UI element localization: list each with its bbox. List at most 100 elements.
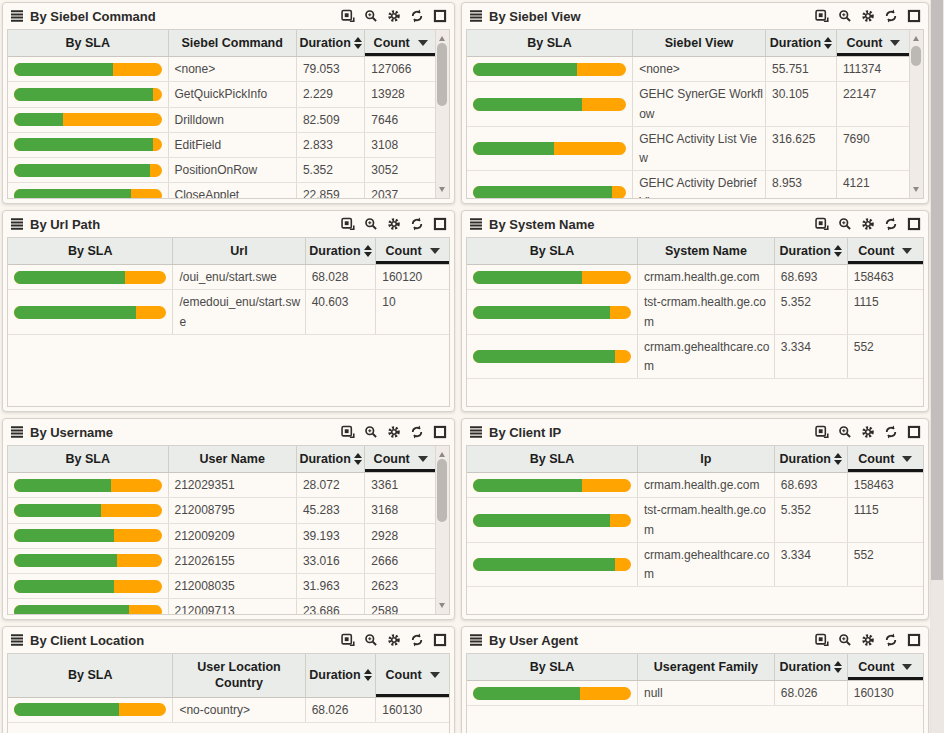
refresh-icon[interactable] xyxy=(884,217,898,231)
table-row[interactable]: PositionOnRow 5.352 3052 xyxy=(8,158,449,183)
panel-menu-icon[interactable] xyxy=(469,9,483,23)
table-row[interactable]: EditField 2.833 3108 xyxy=(8,133,449,158)
maximize-icon[interactable] xyxy=(907,9,921,23)
table-scrollbar[interactable] xyxy=(435,30,449,198)
export-image-icon[interactable] xyxy=(815,9,829,23)
column-header-count[interactable]: Count xyxy=(365,446,436,472)
column-header-sla[interactable]: By SLA xyxy=(467,238,638,264)
column-header-count[interactable]: Count xyxy=(848,238,923,264)
table-row[interactable]: crmam.health.ge.com 68.693 158463 xyxy=(467,265,923,290)
column-header-count[interactable]: Count xyxy=(848,654,923,680)
column-header-sla[interactable]: By SLA xyxy=(467,446,638,472)
gear-icon[interactable] xyxy=(387,425,401,439)
column-header-name[interactable]: User Name xyxy=(169,446,297,472)
export-image-icon[interactable] xyxy=(341,425,355,439)
column-header-sla[interactable]: By SLA xyxy=(8,654,173,697)
panel-menu-icon[interactable] xyxy=(10,425,24,439)
maximize-icon[interactable] xyxy=(433,425,447,439)
maximize-icon[interactable] xyxy=(907,425,921,439)
column-header-name[interactable]: Siebel Command xyxy=(169,30,297,56)
table-row[interactable]: crmam.gehealthcare.com 3.334 552 xyxy=(467,335,923,379)
table-row[interactable]: GetQuickPickInfo 2.229 13928 xyxy=(8,82,449,107)
column-header-count[interactable]: Count xyxy=(376,654,449,697)
refresh-icon[interactable] xyxy=(410,425,424,439)
table-row[interactable]: 212009713 23.686 2589 xyxy=(8,599,449,615)
panel-menu-icon[interactable] xyxy=(469,633,483,647)
gear-icon[interactable] xyxy=(861,425,875,439)
scroll-up-icon[interactable] xyxy=(439,452,445,457)
table-row[interactable]: <none> 55.751 111374 xyxy=(467,57,923,82)
scroll-down-icon[interactable] xyxy=(913,187,919,192)
column-header-name[interactable]: User Location Country xyxy=(173,654,305,697)
maximize-icon[interactable] xyxy=(433,9,447,23)
table-scrollbar-thumb[interactable] xyxy=(437,43,447,106)
column-header-count[interactable]: Count xyxy=(376,238,449,264)
table-row[interactable]: CloseApplet 22.859 2037 xyxy=(8,183,449,199)
page-scrollbar-thumb[interactable] xyxy=(931,0,943,580)
scroll-up-icon[interactable] xyxy=(913,36,919,41)
export-image-icon[interactable] xyxy=(815,425,829,439)
maximize-icon[interactable] xyxy=(433,633,447,647)
column-header-duration[interactable]: Duration xyxy=(775,654,848,680)
scroll-down-icon[interactable] xyxy=(439,603,445,608)
column-header-sla[interactable]: By SLA xyxy=(8,238,173,264)
column-header-sla[interactable]: By SLA xyxy=(8,30,169,56)
column-header-sla[interactable]: By SLA xyxy=(8,446,169,472)
gear-icon[interactable] xyxy=(861,633,875,647)
zoom-icon[interactable] xyxy=(364,217,378,231)
page-scrollbar[interactable] xyxy=(930,0,944,733)
column-header-duration[interactable]: Duration xyxy=(775,446,848,472)
column-header-duration[interactable]: Duration xyxy=(297,446,365,472)
table-row[interactable]: tst-crmam.health.ge.com 5.352 1115 xyxy=(467,498,923,542)
maximize-icon[interactable] xyxy=(433,217,447,231)
export-image-icon[interactable] xyxy=(341,217,355,231)
table-row[interactable]: GEHC SynerGE Workflow 30.105 22147 xyxy=(467,82,923,126)
table-row[interactable]: 212009209 39.193 2928 xyxy=(8,524,449,549)
panel-menu-icon[interactable] xyxy=(469,425,483,439)
column-header-name[interactable]: Url xyxy=(173,238,305,264)
table-row[interactable]: <none> 79.053 127066 xyxy=(8,57,449,82)
maximize-icon[interactable] xyxy=(907,633,921,647)
panel-menu-icon[interactable] xyxy=(10,633,24,647)
export-image-icon[interactable] xyxy=(815,633,829,647)
scroll-down-icon[interactable] xyxy=(439,187,445,192)
column-header-duration[interactable]: Duration xyxy=(775,238,848,264)
gear-icon[interactable] xyxy=(387,217,401,231)
zoom-icon[interactable] xyxy=(838,425,852,439)
table-row[interactable]: <no-country> 68.026 160130 xyxy=(8,698,449,723)
table-row[interactable]: crmam.health.ge.com 68.693 158463 xyxy=(467,473,923,498)
panel-menu-icon[interactable] xyxy=(10,217,24,231)
zoom-icon[interactable] xyxy=(364,9,378,23)
table-row[interactable]: tst-crmam.health.ge.com 5.352 1115 xyxy=(467,290,923,334)
column-header-duration[interactable]: Duration xyxy=(306,654,377,697)
column-header-count[interactable]: Count xyxy=(837,30,910,56)
table-row[interactable]: 212008795 45.283 3168 xyxy=(8,498,449,523)
refresh-icon[interactable] xyxy=(410,217,424,231)
gear-icon[interactable] xyxy=(387,633,401,647)
zoom-icon[interactable] xyxy=(364,425,378,439)
table-row[interactable]: 212029351 28.072 3361 xyxy=(8,473,449,498)
refresh-icon[interactable] xyxy=(410,9,424,23)
refresh-icon[interactable] xyxy=(884,425,898,439)
table-row[interactable]: GEHC Activity Debrief View 8.953 4121 xyxy=(467,171,923,199)
table-row[interactable]: /oui_enu/start.swe 68.028 160120 xyxy=(8,265,449,290)
table-row[interactable]: GEHC Activity List View 316.625 7690 xyxy=(467,127,923,171)
column-header-duration[interactable]: Duration xyxy=(297,30,365,56)
column-header-name[interactable]: Useragent Family xyxy=(638,654,775,680)
table-scrollbar-thumb[interactable] xyxy=(911,46,921,66)
table-row[interactable]: /emedoui_enu/start.swe 40.603 10 xyxy=(8,290,449,334)
refresh-icon[interactable] xyxy=(884,9,898,23)
column-header-sla[interactable]: By SLA xyxy=(467,654,638,680)
table-scrollbar[interactable] xyxy=(909,30,923,198)
scroll-up-icon[interactable] xyxy=(439,36,445,41)
panel-menu-icon[interactable] xyxy=(469,217,483,231)
column-header-duration[interactable]: Duration xyxy=(306,238,377,264)
zoom-icon[interactable] xyxy=(364,633,378,647)
gear-icon[interactable] xyxy=(861,9,875,23)
zoom-icon[interactable] xyxy=(838,217,852,231)
table-row[interactable]: crmam.gehealthcare.com 3.334 552 xyxy=(467,543,923,587)
gear-icon[interactable] xyxy=(861,217,875,231)
table-scrollbar-thumb[interactable] xyxy=(437,459,447,522)
maximize-icon[interactable] xyxy=(907,217,921,231)
panel-menu-icon[interactable] xyxy=(10,9,24,23)
